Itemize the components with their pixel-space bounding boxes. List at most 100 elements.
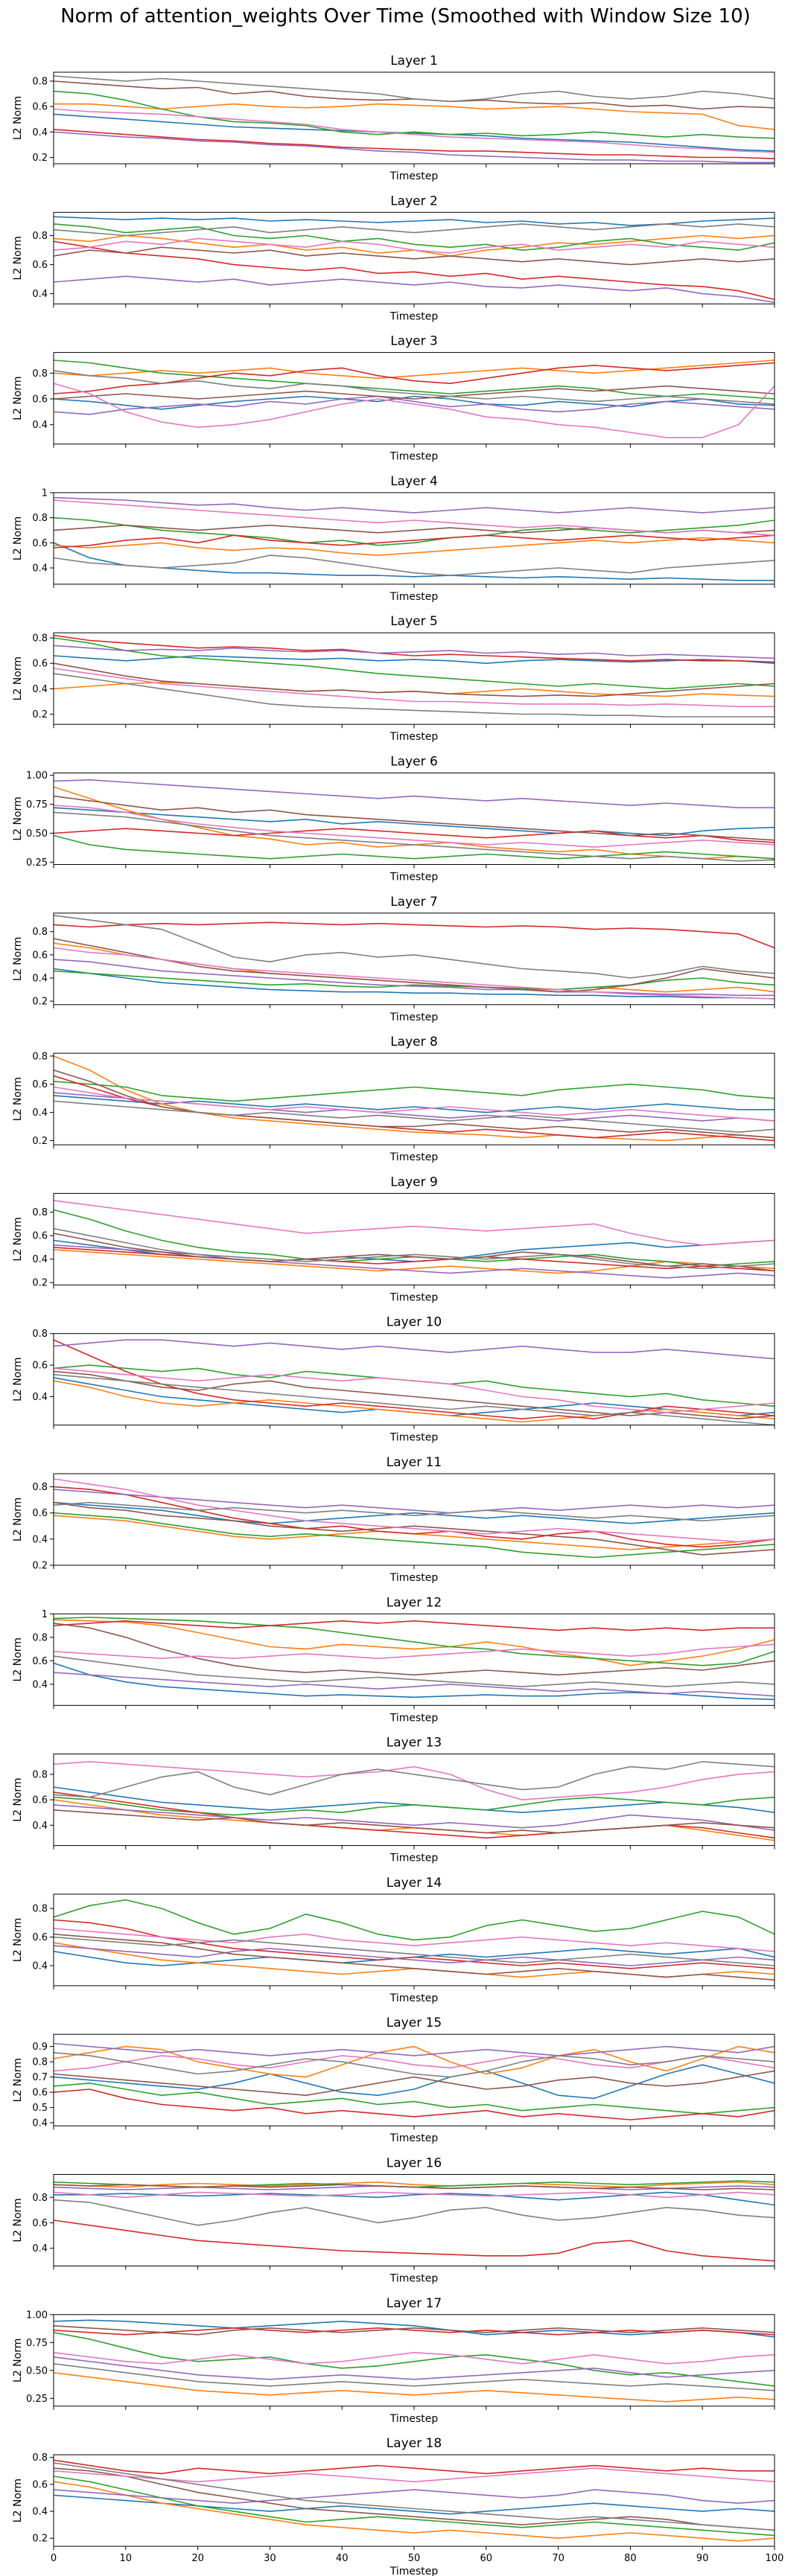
series-line-1 <box>54 655 775 665</box>
series-line-1 <box>54 1786 775 1813</box>
series-line-2 <box>54 2045 775 2078</box>
series-line-3 <box>54 2083 775 2115</box>
series-line-3 <box>54 2476 775 2537</box>
series-line-8 <box>54 223 775 237</box>
series-line-1 <box>54 2064 775 2100</box>
plot-frame <box>53 2033 775 2126</box>
series-line-8 <box>54 1655 775 1687</box>
subplot-title: Layer 16 <box>387 2156 442 2171</box>
series-line-6 <box>54 246 775 266</box>
y-tick-label: 0.8 <box>32 1632 48 1643</box>
series-line-4 <box>54 1339 775 1419</box>
x-tick-label: 100 <box>766 2553 784 2564</box>
series-line-2 <box>54 359 775 380</box>
x-axis-label: Timestep <box>389 2132 439 2144</box>
y-tick-label: 0.2 <box>32 1278 48 1289</box>
y-tick-label: 0.6 <box>32 1508 48 1519</box>
x-axis-label: Timestep <box>389 2413 439 2425</box>
series-line-2 <box>54 537 775 556</box>
series-group <box>54 1617 775 1701</box>
y-tick-label: 0.8 <box>32 1904 48 1915</box>
x-axis-label: Timestep <box>389 872 439 883</box>
y-axis-label: L2 Norm <box>12 2058 24 2102</box>
series-group <box>54 2459 775 2542</box>
x-axis-label: Timestep <box>389 1712 439 1724</box>
series-line-8 <box>54 1936 775 1966</box>
series-line-3 <box>54 517 775 546</box>
subplot-title: Layer 3 <box>390 334 438 349</box>
series-line-8 <box>54 2363 775 2391</box>
series-line-4 <box>54 1919 775 1969</box>
series-group <box>54 75 775 164</box>
series-line-5 <box>54 959 775 997</box>
subplot-title: Layer 6 <box>390 755 438 770</box>
series-line-3 <box>54 1796 775 1816</box>
series-line-3 <box>54 1617 775 1666</box>
series-line-5 <box>54 1804 775 1831</box>
subplot-layer-7: Layer 7 0.2 0.4 0.6 0.8 Timestep L2 Norm <box>12 895 775 1023</box>
series-line-5 <box>54 779 775 808</box>
y-tick-label: 0.4 <box>32 1821 48 1832</box>
y-axis-label: L2 Norm <box>12 2478 24 2522</box>
subplot-title: Layer 18 <box>387 2436 442 2451</box>
series-line-7 <box>54 2191 775 2199</box>
series-group <box>54 359 775 438</box>
subplot-layer-15: Layer 15 0.4 0.5 0.6 0.7 0.8 0.9 Timestep L2 Nor… <box>12 2016 775 2144</box>
series-line-8 <box>54 75 775 103</box>
series-line-7 <box>54 1643 775 1659</box>
x-axis-label: Timestep <box>389 170 439 182</box>
series-group <box>54 779 775 862</box>
series-line-6 <box>54 2184 775 2190</box>
series-line-2 <box>54 786 775 860</box>
y-tick-label: 1.00 <box>26 2310 48 2321</box>
subplot-title: Layer 15 <box>387 2016 442 2030</box>
x-axis-label: Timestep <box>389 2566 439 2576</box>
series-line-3 <box>54 223 775 251</box>
subplot-title: Layer 12 <box>387 1595 442 1610</box>
series-line-8 <box>54 915 775 979</box>
y-tick-label: 0.6 <box>32 260 48 271</box>
subplot-layer-4: Layer 4 0.4 0.6 0.8 1 Timestep L2 Norm <box>12 474 775 603</box>
series-line-2 <box>54 2182 775 2188</box>
y-tick-label: 0.6 <box>32 1361 48 1372</box>
y-tick-label: 0.8 <box>32 2452 48 2464</box>
y-tick-label: 0.6 <box>32 538 48 549</box>
series-group <box>54 1200 775 1279</box>
y-tick-label: 0.2 <box>32 2534 48 2545</box>
plot-frame <box>53 1052 775 1145</box>
y-tick-label: 0.8 <box>32 2057 48 2068</box>
series-line-3 <box>54 90 775 139</box>
series-line-3 <box>54 1512 775 1559</box>
y-tick-label: 0.4 <box>32 1960 48 1972</box>
series-line-3 <box>54 1081 775 1102</box>
series-line-7 <box>54 2352 775 2365</box>
plot-frame <box>53 211 775 304</box>
series-line-8 <box>54 811 775 862</box>
y-axis-label: L2 Norm <box>12 1637 24 1681</box>
y-tick-label: 0.4 <box>32 1679 48 1690</box>
plot-frame <box>53 1754 775 1847</box>
series-line-6 <box>54 1233 775 1272</box>
x-tick-label: 10 <box>120 2553 133 2564</box>
series-line-2 <box>54 1799 775 1841</box>
series-line-1 <box>54 1239 775 1262</box>
y-tick-label: 0.8 <box>32 1482 48 1493</box>
y-tick-label: 0.6 <box>32 950 48 961</box>
y-axis-label: L2 Norm <box>12 1777 24 1821</box>
subplot-layer-6: Layer 6 0.25 0.50 0.75 1.00 Timestep L2 Norm <box>12 755 775 883</box>
y-tick-label: 0.8 <box>32 368 48 380</box>
series-line-3 <box>54 834 775 860</box>
subplot-title: Layer 7 <box>390 895 438 910</box>
series-line-7 <box>54 2055 775 2072</box>
series-line-4 <box>54 240 775 301</box>
y-tick-label: 0.2 <box>32 1561 48 1572</box>
series-line-4 <box>54 921 775 949</box>
subplot-title: Layer 10 <box>387 1315 442 1330</box>
y-tick-label: 0.4 <box>32 2118 48 2129</box>
series-line-7 <box>54 108 775 153</box>
y-tick-label: 0.8 <box>32 1207 48 1218</box>
series-line-3 <box>54 1364 775 1407</box>
y-tick-label: 0.75 <box>26 2338 48 2349</box>
series-line-7 <box>54 1761 775 1800</box>
series-line-1 <box>54 542 775 581</box>
